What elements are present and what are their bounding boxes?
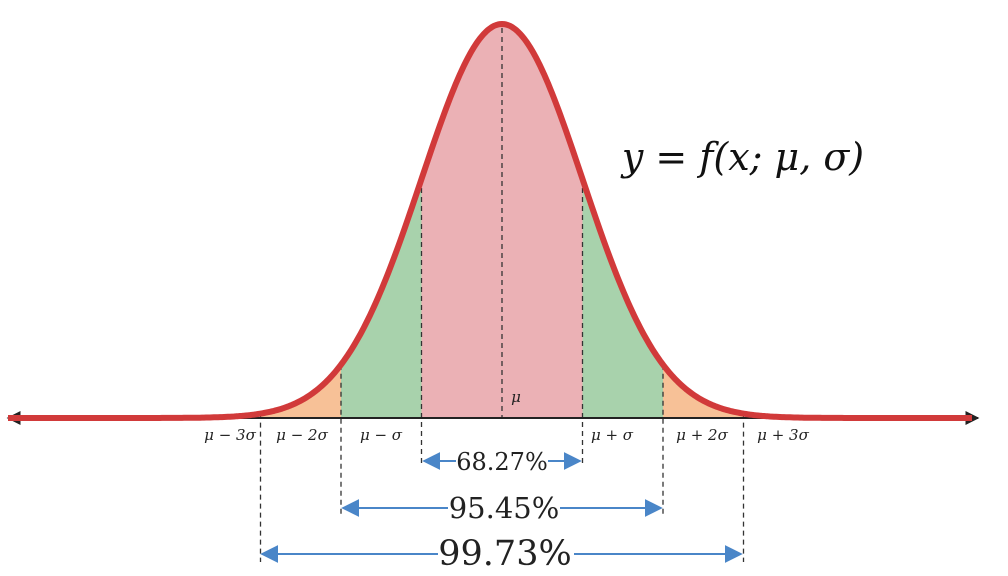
label-mu-plus-3sigma: μ + 3σ — [757, 426, 809, 444]
label-mu-minus-2sigma: μ − 2σ — [276, 426, 328, 444]
interval-label-bg-3sigma — [438, 534, 574, 572]
label-mu-minus-sigma: μ − σ — [360, 426, 403, 444]
label-mu-minus-3sigma: μ − 3σ — [204, 426, 256, 444]
formula-label: y = f(x; μ, σ) — [620, 135, 864, 179]
interval-label-bg-2sigma — [448, 492, 560, 522]
interval-label-bg-1sigma — [456, 448, 548, 474]
label-mu-plus-2sigma: μ + 2σ — [676, 426, 728, 444]
interval-label-68: 68.27% — [456, 448, 548, 476]
sigma-guide-lines — [259, 28, 745, 562]
interval-label-99: 99.73% — [438, 534, 571, 574]
label-mu-plus-sigma: μ + σ — [591, 426, 634, 444]
normal-curve — [7, 21, 973, 421]
interval-label-95: 95.45% — [449, 491, 560, 525]
mean-label: μ — [511, 388, 521, 406]
